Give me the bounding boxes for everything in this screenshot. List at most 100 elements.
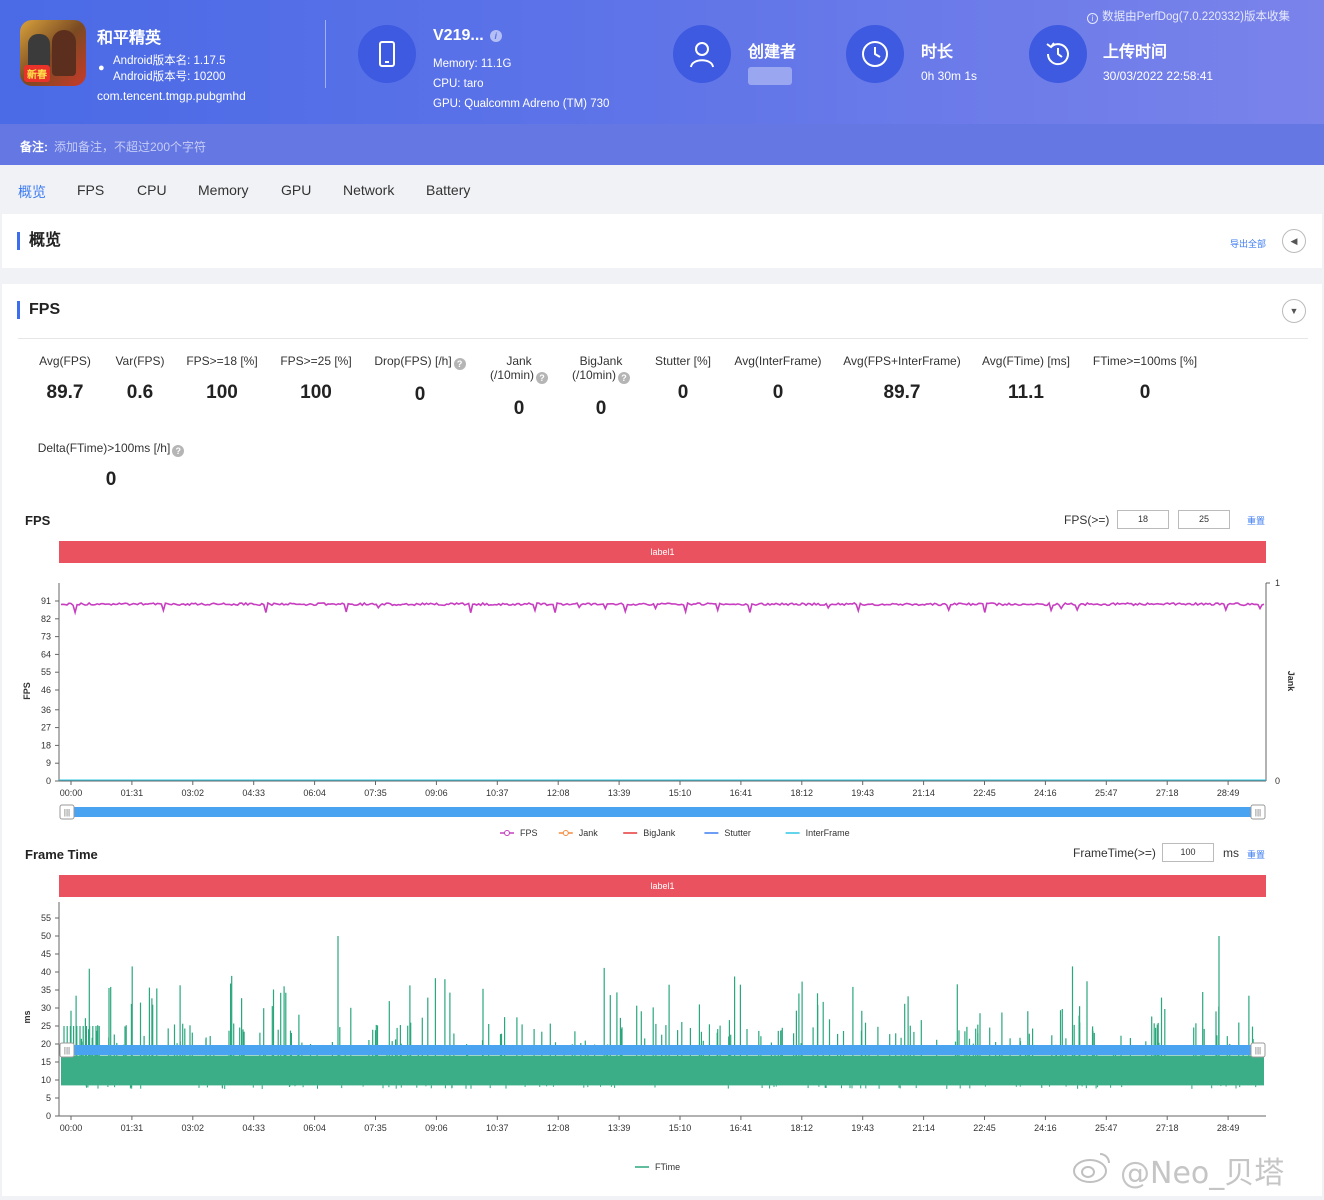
x-tick-label: 10:37 — [486, 788, 509, 798]
metric-fps-ge-18: FPS>=18 [%] 100 — [182, 354, 262, 404]
y-tick-label: 82 — [41, 614, 51, 624]
metric-drop-fps: Drop(FPS) [/h]? 0 — [368, 354, 472, 406]
device-name: V219... i — [433, 27, 502, 45]
remark-label: 备注: — [20, 140, 48, 154]
x-tick-label: 28:49 — [1217, 1123, 1240, 1133]
x-tick-label: 12:08 — [547, 1123, 570, 1133]
x-tick-label: 16:41 — [730, 788, 753, 798]
y-tick-label: 36 — [41, 705, 51, 715]
zoom-slider-handle-right[interactable] — [1250, 804, 1266, 820]
x-tick-label: 25:47 — [1095, 788, 1118, 798]
y-tick-label: 40 — [41, 967, 51, 977]
x-tick-label: 28:49 — [1217, 788, 1240, 798]
y-tick-label: 5 — [46, 1093, 51, 1103]
x-tick-label: 24:16 — [1034, 788, 1057, 798]
collapse-left-icon[interactable]: ◀ — [1282, 229, 1306, 253]
fps-threshold-label: FPS(>=) — [1064, 513, 1110, 527]
y-tick-label: 73 — [41, 632, 51, 642]
frametime-label-bar[interactable]: label1 — [59, 875, 1266, 897]
grip-icon: ||| — [64, 808, 70, 817]
android-icon: ● — [98, 62, 105, 74]
tab-overview[interactable]: 概览 — [18, 184, 46, 200]
help-icon[interactable]: ? — [618, 372, 630, 384]
collapse-down-icon[interactable]: ▼ — [1282, 299, 1306, 323]
app-icon-tag: 新春 — [24, 65, 50, 82]
zoom-slider-track — [63, 1045, 1262, 1055]
metric-value: 89.7 — [46, 382, 84, 403]
info-icon[interactable]: i — [489, 29, 502, 42]
fps-threshold-25-input[interactable]: 25 — [1178, 510, 1230, 529]
y-tick-label: 9 — [46, 758, 51, 768]
y-tick-label: 0 — [46, 776, 51, 786]
fps-reset-link[interactable]: 重置 — [1247, 516, 1266, 526]
frametime-chart-title: Frame Time — [25, 847, 98, 862]
metric-label: Delta(FTime)>100ms [/h]? — [36, 441, 186, 457]
x-tick-label: 24:16 — [1034, 1123, 1057, 1133]
frametime-threshold-input[interactable]: 100 — [1162, 843, 1214, 862]
metric-value: 0 — [595, 398, 607, 419]
metric-value: 89.7 — [883, 382, 921, 403]
device-specs: Memory: 11.1G CPU: taro GPU: Qualcomm Ad… — [433, 54, 609, 114]
tab-network[interactable]: Network — [343, 182, 395, 198]
ftime-band — [61, 1055, 1264, 1086]
y-tick-label: 25 — [41, 1021, 51, 1031]
metric-value: 0 — [513, 398, 525, 419]
x-tick-label: 09:06 — [425, 788, 448, 798]
tab-battery[interactable]: Battery — [426, 182, 471, 198]
ftime-dips — [85, 1085, 1257, 1089]
legend-item-jank[interactable]: Jank — [579, 828, 599, 838]
package-name: com.tencent.tmgp.pubgmhd — [97, 89, 246, 103]
x-tick-label: 22:45 — [973, 1123, 996, 1133]
y-tick-label: 35 — [41, 985, 51, 995]
remark-input[interactable]: 添加备注，不超过200个字符 — [54, 140, 207, 154]
y2-axis-label: Jank — [1286, 671, 1296, 693]
metric-label-text: Drop(FPS) [/h] — [374, 354, 452, 368]
y2-tick-label: 1 — [1275, 578, 1280, 588]
y-tick-label: 20 — [41, 1039, 51, 1049]
tab-fps[interactable]: FPS — [77, 182, 105, 198]
help-icon[interactable]: ? — [536, 372, 548, 384]
tab-memory[interactable]: Memory — [198, 182, 249, 198]
tab-cpu[interactable]: CPU — [137, 182, 167, 198]
metric-label-text: Delta(FTime)>100ms [/h] — [37, 441, 171, 455]
fps-card: FPS ▼ Avg(FPS) 89.7 Var(FPS) 0.6 FPS>=18… — [2, 284, 1322, 1196]
x-tick-label: 15:10 — [669, 788, 692, 798]
remark-bar: 备注: 添加备注，不超过200个字符 — [0, 124, 1324, 165]
fps-label-bar[interactable]: label1 — [59, 541, 1266, 563]
legend-item-bigjank[interactable]: BigJank — [643, 828, 676, 838]
header-divider — [325, 20, 326, 88]
help-icon[interactable]: ? — [453, 358, 466, 370]
legend-item-ftime[interactable]: FTime — [655, 1162, 680, 1172]
fps-threshold-18-input[interactable]: 18 — [1117, 510, 1169, 529]
zoom-slider-handle-right[interactable] — [1250, 1042, 1266, 1058]
y-tick-label: 55 — [41, 667, 51, 677]
tab-gpu[interactable]: GPU — [281, 182, 312, 198]
y-tick-label: 15 — [41, 1057, 51, 1067]
upload-value: 30/03/2022 22:58:41 — [1103, 69, 1214, 83]
legend-item-fps[interactable]: FPS — [520, 828, 538, 838]
x-tick-label: 22:45 — [973, 788, 996, 798]
x-tick-label: 12:08 — [547, 788, 570, 798]
x-tick-label: 16:41 — [730, 1123, 753, 1133]
x-tick-label: 04:33 — [242, 1123, 265, 1133]
fps-chart-title: FPS — [25, 513, 51, 528]
x-tick-label: 13:39 — [608, 788, 631, 798]
zoom-slider-handle-left[interactable] — [59, 1042, 75, 1058]
metric-label-text: (/10min) — [571, 368, 616, 382]
export-all-link[interactable]: 导出全部 — [1230, 239, 1267, 249]
metric-label: Stutter [%] — [654, 354, 712, 368]
tab-bar: 概览 FPS CPU Memory GPU Network Battery — [0, 165, 1324, 213]
frametime-reset-link[interactable]: 重置 — [1247, 850, 1266, 860]
zoom-slider-handle-left[interactable] — [59, 804, 75, 820]
legend-item-stutter[interactable]: Stutter — [724, 828, 751, 838]
y-tick-label: 10 — [41, 1075, 51, 1085]
metric-avg-interframe: Avg(InterFrame) 0 — [730, 354, 826, 404]
grip-icon: ||| — [1255, 1046, 1261, 1055]
metric-label: FPS>=18 [%] — [186, 354, 258, 368]
watermark: @Neo_贝塔 — [1070, 1148, 1284, 1192]
android-version-code: Android版本号: 10200 — [113, 71, 226, 83]
fps-section-title: FPS — [17, 301, 60, 319]
help-icon[interactable]: ? — [172, 445, 185, 457]
metric-jank: Jank (/10min)? 0 — [484, 354, 554, 420]
legend-item-interframe[interactable]: InterFrame — [806, 828, 850, 838]
